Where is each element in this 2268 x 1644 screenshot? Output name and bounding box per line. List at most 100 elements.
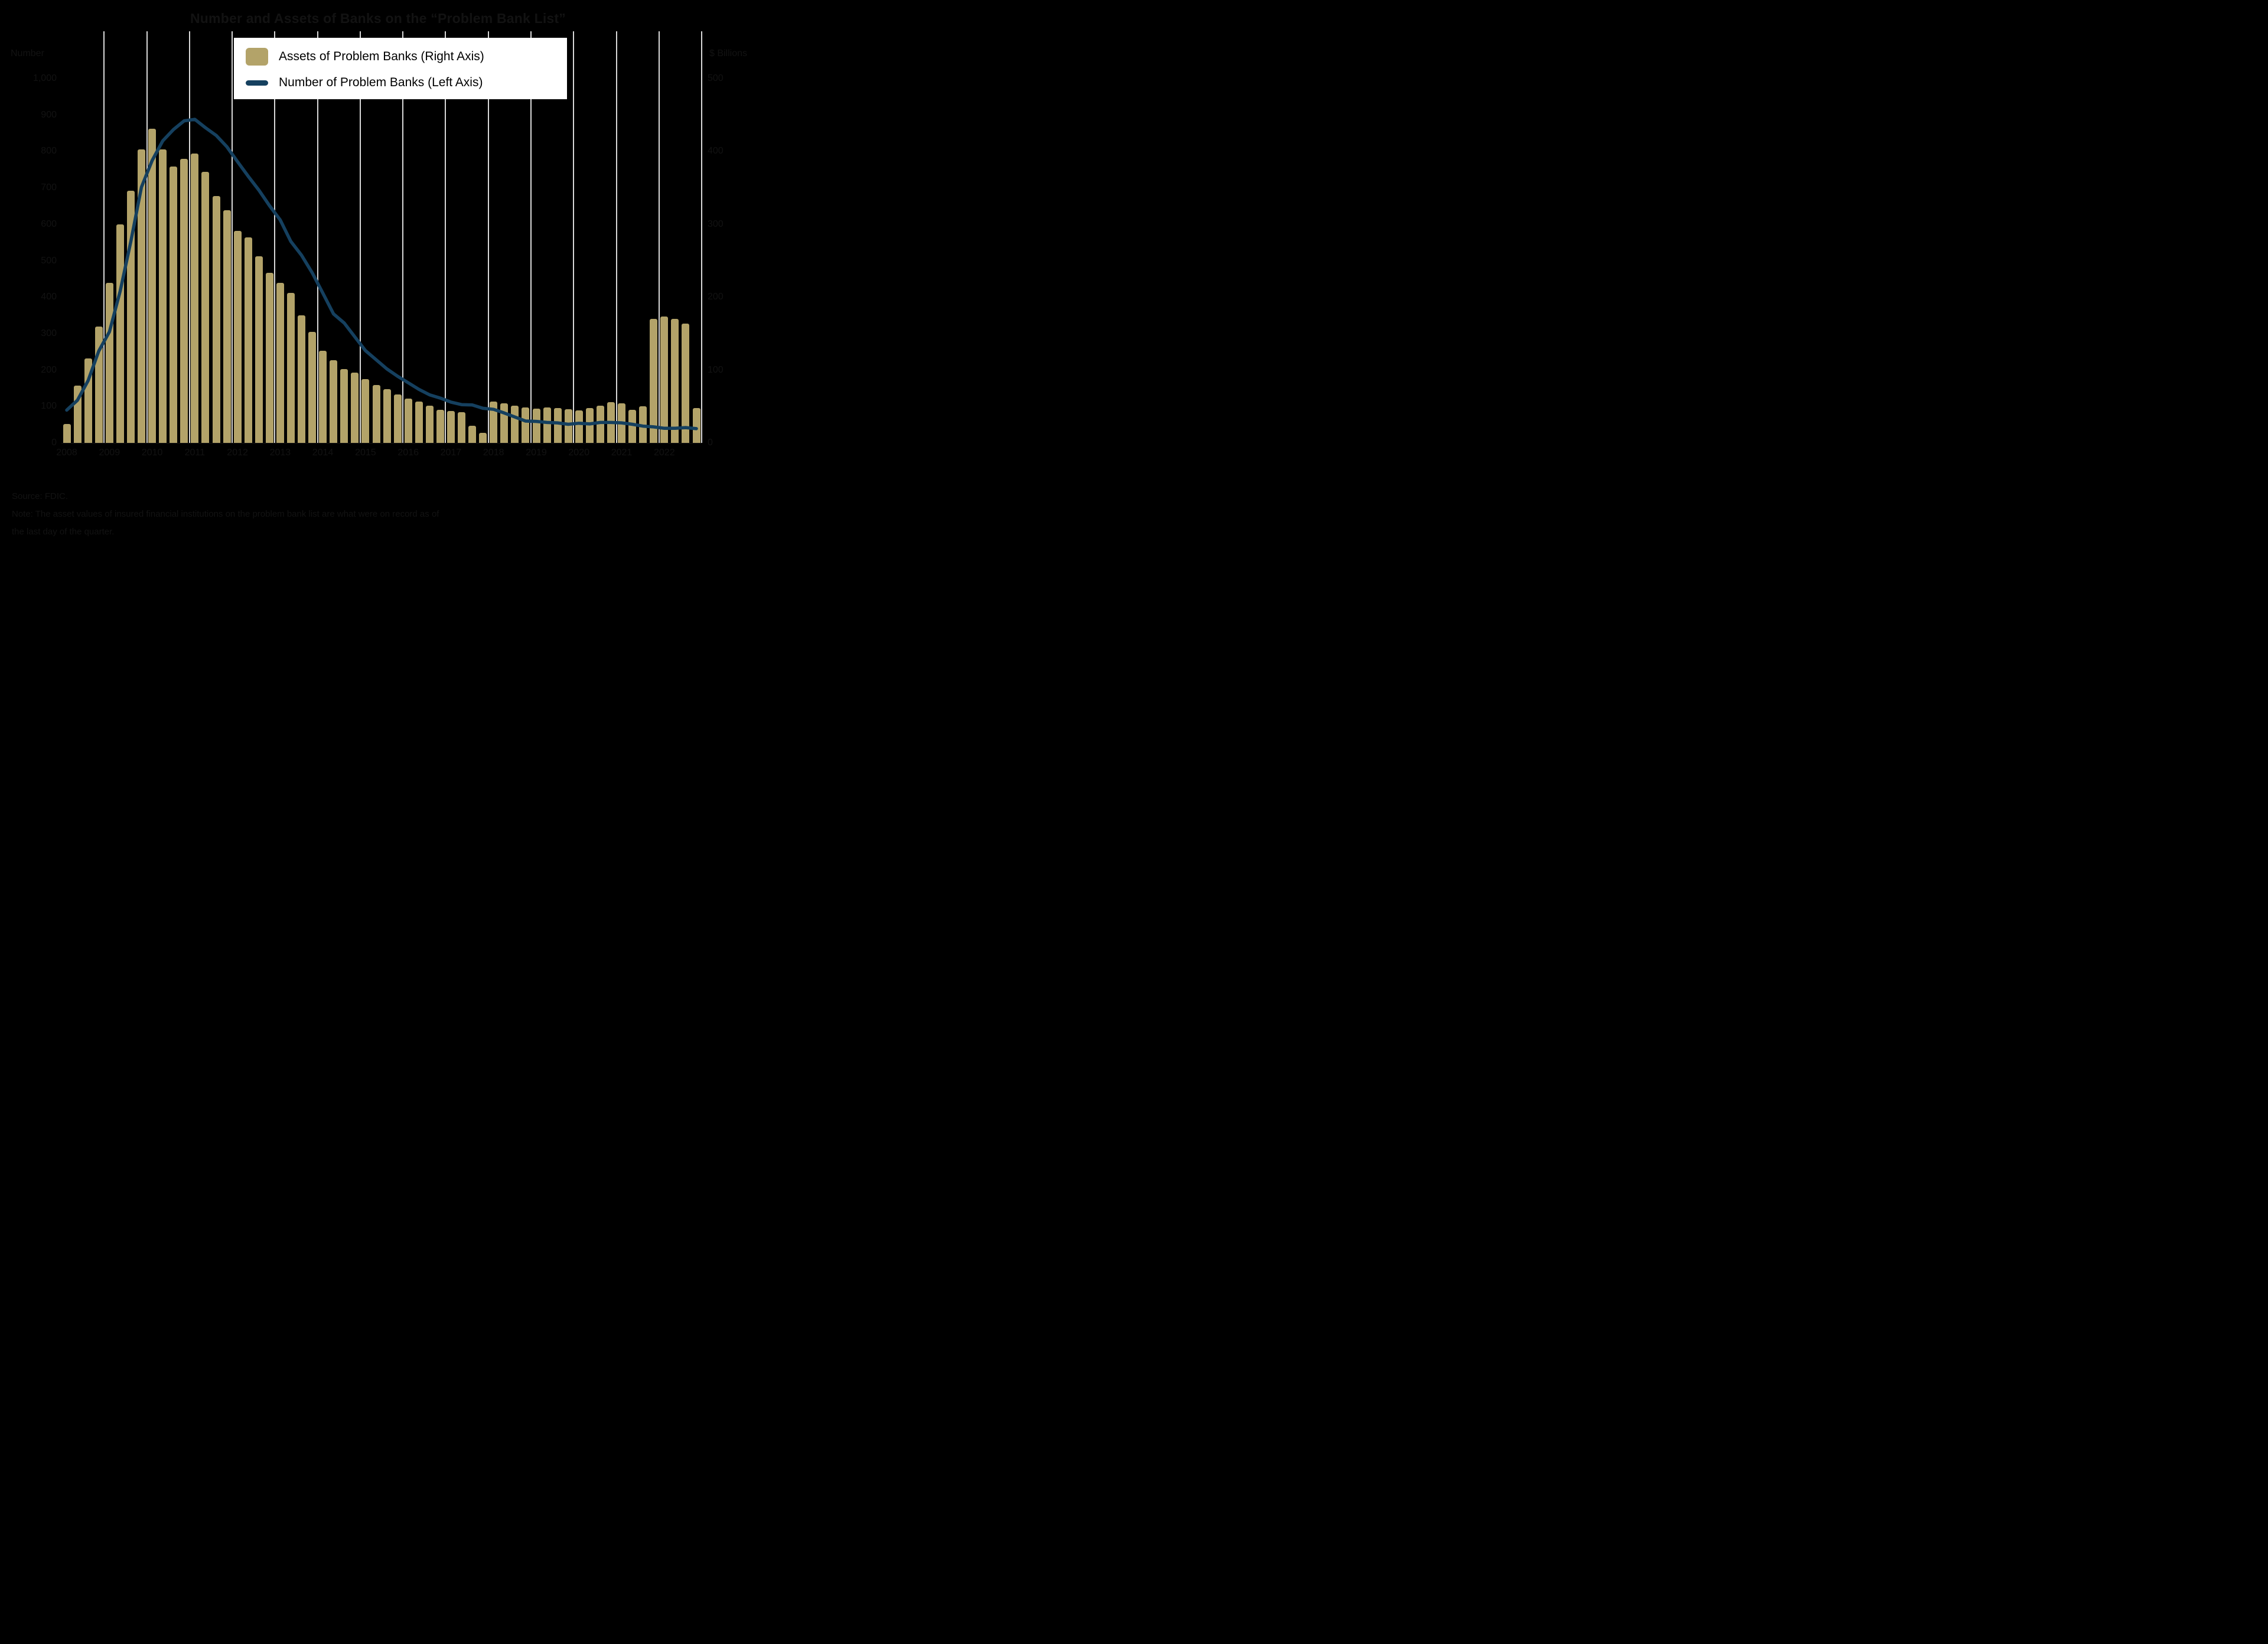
legend: Assets of Problem Banks (Right Axis) Num… (234, 38, 567, 99)
bar (73, 386, 82, 443)
left-axis-title: Number (11, 48, 44, 58)
bar (447, 410, 455, 443)
bar (692, 408, 700, 443)
x-axis-year-label: 2015 (355, 448, 376, 458)
bar (180, 158, 188, 443)
bar (404, 399, 412, 443)
bar (596, 405, 604, 443)
right-axis-tick: 200 (708, 292, 724, 302)
bar (265, 273, 273, 443)
x-axis-year-label: 2021 (611, 448, 633, 458)
bar (170, 167, 178, 443)
bar (671, 318, 679, 443)
bar (105, 282, 113, 443)
bar (532, 408, 540, 443)
bar (201, 172, 210, 443)
bar (372, 384, 380, 443)
legend-label-assets: Assets of Problem Banks (Right Axis) (279, 50, 484, 63)
gridline (615, 31, 617, 443)
bar (585, 407, 594, 443)
legend-item-assets: Assets of Problem Banks (Right Axis) (246, 44, 561, 69)
bar (148, 128, 157, 443)
left-axis-tick: 600 (41, 218, 57, 229)
bar (490, 402, 498, 443)
bar (436, 409, 444, 443)
bar (84, 358, 92, 443)
bar (543, 407, 551, 443)
bar (298, 315, 305, 443)
left-axis-tick: 1,000 (32, 73, 57, 83)
legend-item-number: Number of Problem Banks (Left Axis) (246, 70, 561, 95)
footnote: Source: FDIC. Note: The asset values of … (12, 488, 439, 541)
bar (308, 331, 317, 443)
x-axis-year-label: 2012 (227, 448, 248, 458)
bar (618, 403, 625, 443)
left-axis-tick: 700 (41, 182, 57, 193)
right-axis-title: $ Billions (709, 48, 747, 58)
bar (393, 394, 402, 443)
bar (607, 402, 615, 443)
bar (116, 224, 124, 443)
bar (639, 406, 647, 443)
right-axis-tick: 300 (708, 218, 724, 229)
gridline (573, 31, 575, 443)
legend-label-number: Number of Problem Banks (Left Axis) (279, 76, 483, 89)
bar (383, 389, 391, 443)
x-axis-year-label: 2010 (141, 448, 163, 458)
bar (458, 412, 465, 443)
bar (511, 406, 519, 443)
right-axis-tick: 400 (708, 146, 724, 156)
right-axis-tick: 100 (708, 364, 724, 375)
right-axis-tick: 500 (708, 73, 724, 83)
assets-bar-swatch-icon (246, 48, 268, 66)
x-axis-year-label: 2016 (397, 448, 419, 458)
left-axis-tick: 100 (41, 401, 57, 412)
bar (553, 408, 562, 443)
bar (159, 149, 167, 443)
bar (255, 256, 263, 443)
x-axis-year-label: 2022 (654, 448, 675, 458)
left-axis-tick: 800 (41, 146, 57, 156)
gridline (146, 31, 148, 443)
x-axis-year-label: 2020 (568, 448, 589, 458)
note-line-2: the last day of the quarter. (12, 527, 115, 537)
bar (351, 372, 359, 443)
left-axis-tick: 0 (51, 438, 57, 448)
bar (212, 195, 220, 443)
bar (660, 317, 669, 443)
left-axis-tick: 400 (41, 292, 57, 302)
right-axis-tick: 0 (708, 438, 713, 448)
bar (233, 230, 242, 443)
bar (564, 409, 572, 443)
bar (276, 282, 284, 443)
bar (522, 407, 530, 443)
chart-page: Number and Assets of Banks on the “Probl… (0, 0, 756, 548)
gridline (103, 31, 105, 443)
x-axis-year-label: 2009 (99, 448, 120, 458)
x-axis-year-label: 2019 (526, 448, 547, 458)
bar (500, 403, 509, 443)
x-axis-year-label: 2013 (269, 448, 291, 458)
bar (286, 292, 295, 443)
bar (340, 368, 348, 443)
bar (682, 323, 690, 443)
bar (319, 351, 327, 443)
number-line-swatch-icon (246, 80, 268, 86)
x-axis-year-label: 2008 (56, 448, 77, 458)
bar (479, 432, 487, 443)
x-axis-year-label: 2018 (483, 448, 504, 458)
bar (575, 410, 583, 443)
bar (628, 409, 637, 443)
bar (126, 191, 135, 443)
bar (330, 360, 338, 443)
gridline (658, 31, 660, 443)
note-line-1: Note: The asset values of insured financ… (12, 509, 439, 519)
right-axis-line (701, 31, 702, 443)
bar (94, 327, 103, 443)
bar (650, 318, 658, 443)
left-axis-tick: 300 (41, 328, 57, 338)
bar (223, 210, 231, 443)
bar (63, 423, 71, 443)
x-axis-year-label: 2011 (184, 448, 205, 458)
x-axis-year-label: 2014 (312, 448, 334, 458)
